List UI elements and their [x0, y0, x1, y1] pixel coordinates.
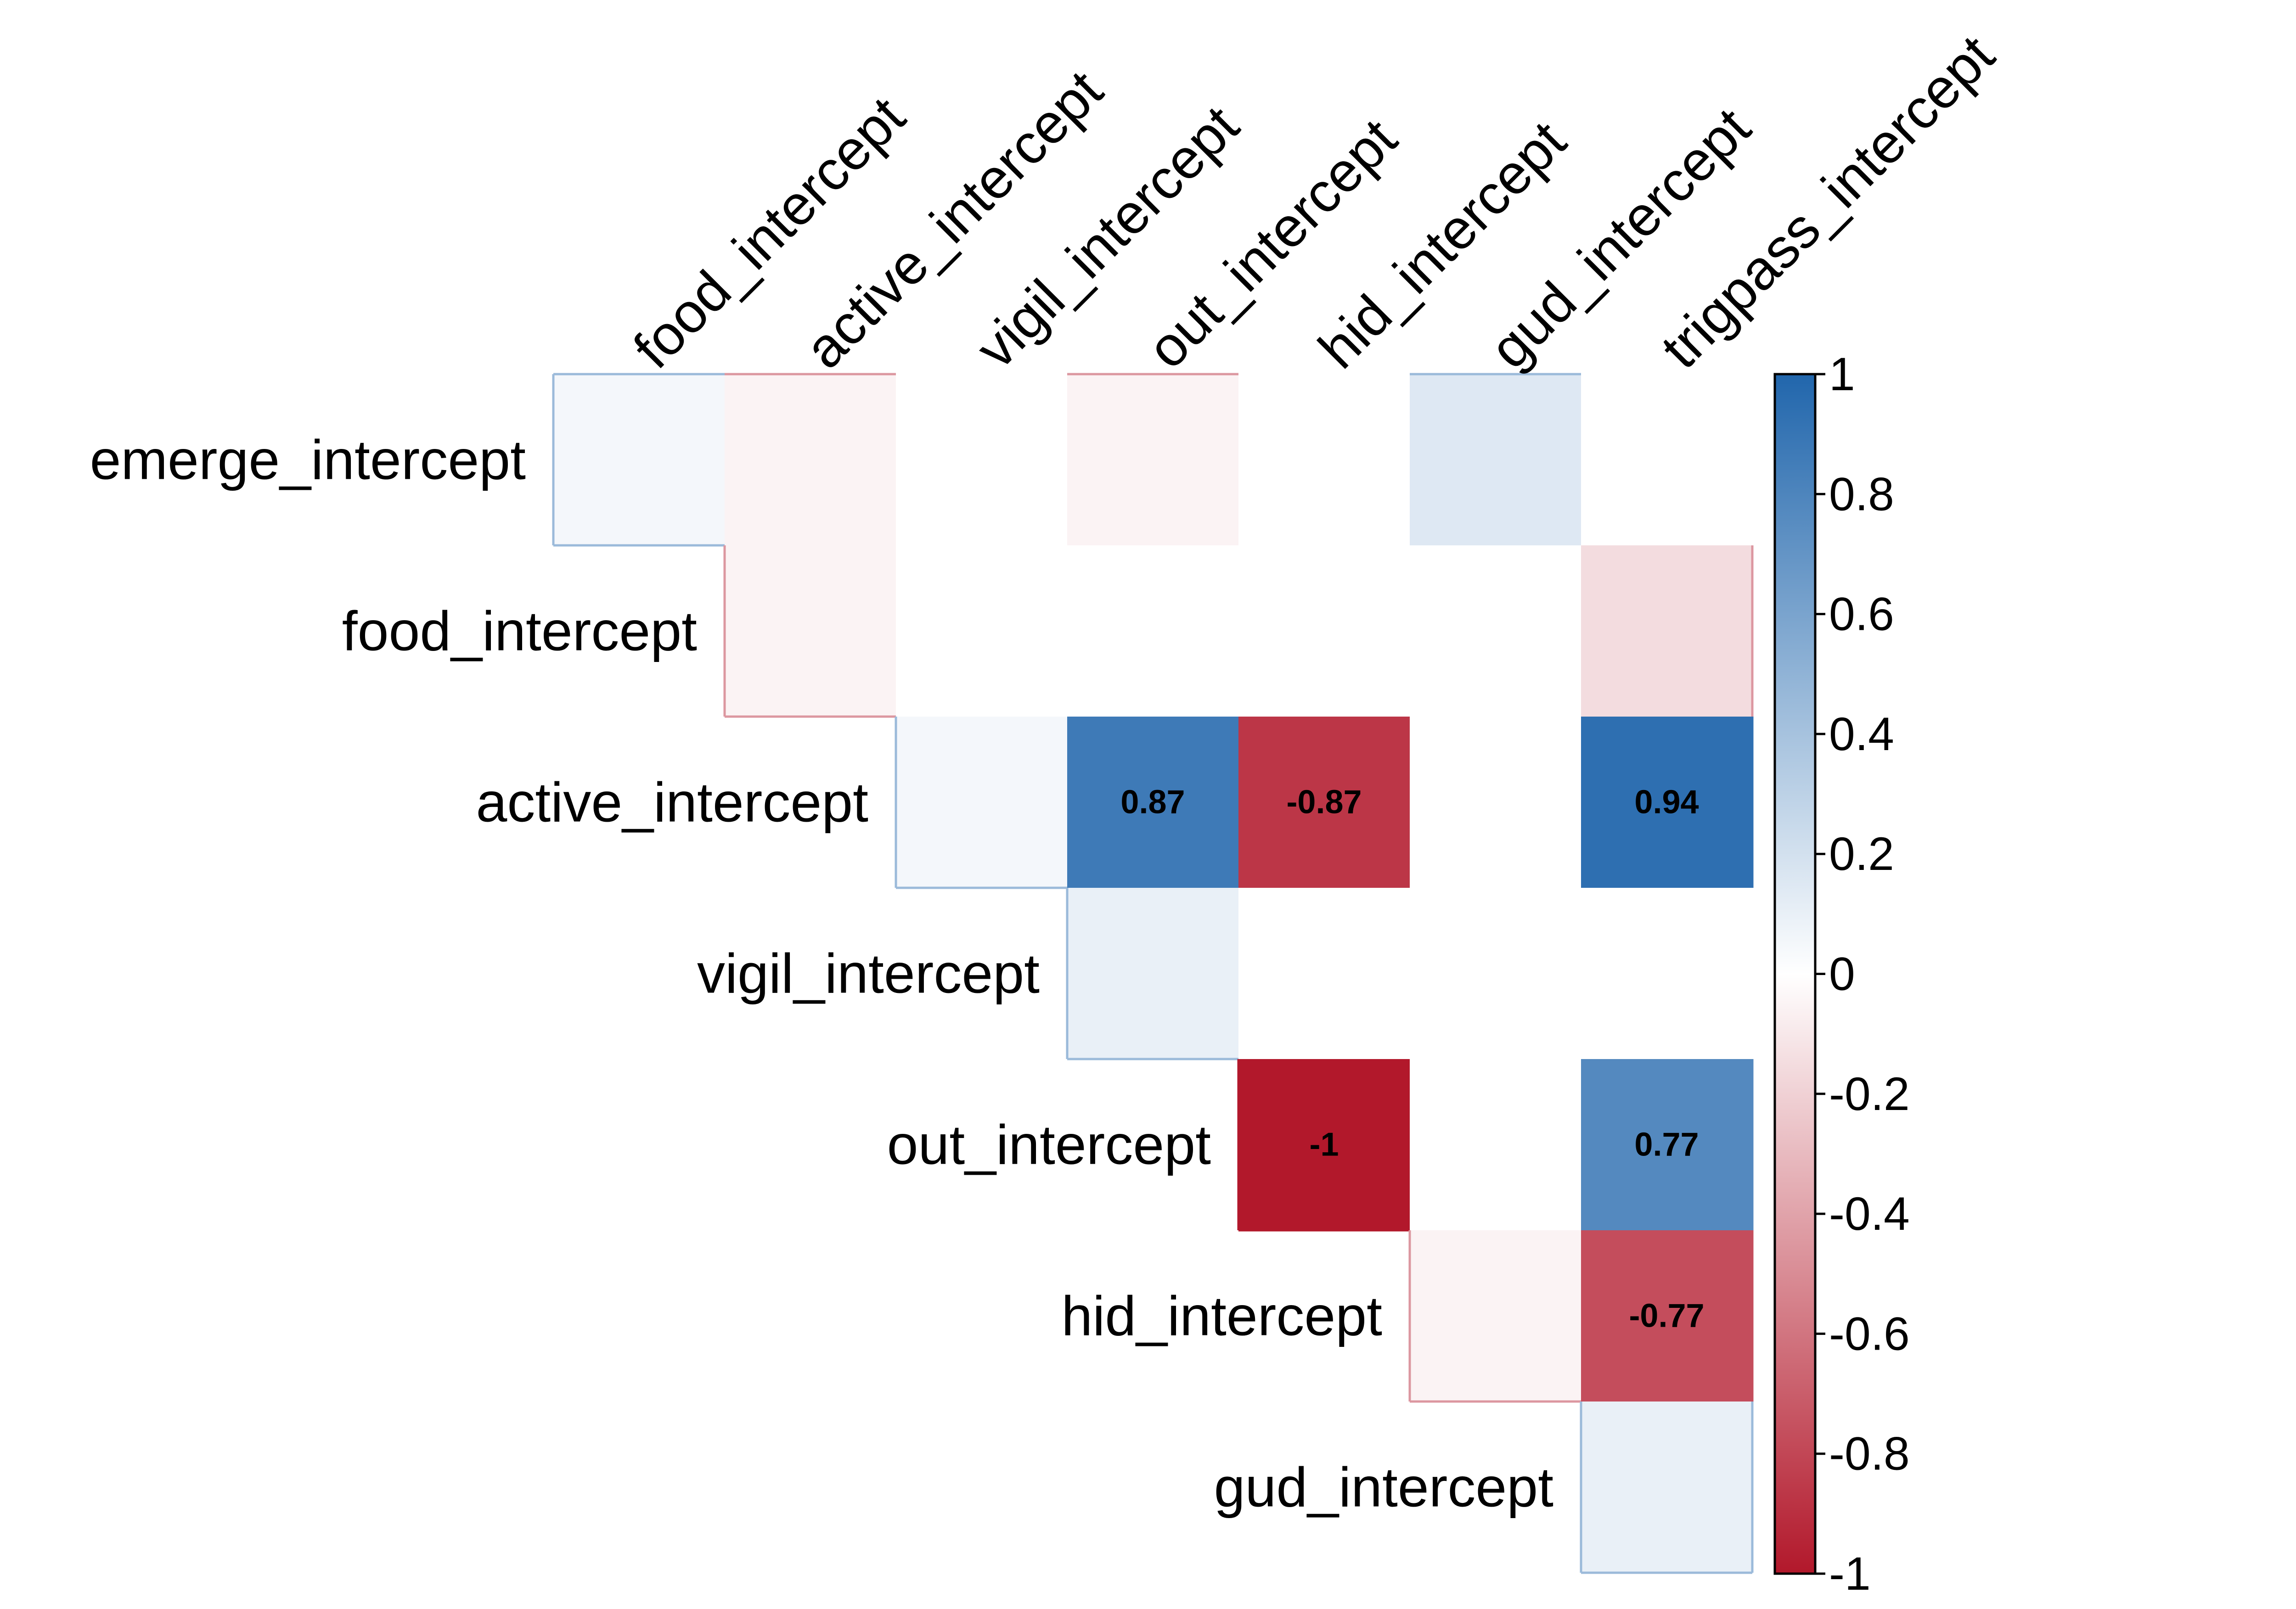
column-label: active_intercept: [793, 59, 1114, 380]
row-labels: emerge_intercept food_intercept active_int…: [90, 429, 1553, 1519]
heatmap-cell: [1581, 374, 1753, 546]
heatmap-cell: [1410, 717, 1581, 888]
heatmap-cell: [553, 374, 725, 546]
colorbar-gradient: [1773, 373, 1817, 1575]
heatmap-cell: [1238, 1059, 1410, 1231]
column-label: trigpass_intercept: [1649, 23, 2006, 380]
triangle-border: [552, 373, 1754, 1574]
heatmap-cell: [1410, 374, 1581, 546]
heatmap-cell: [1581, 545, 1753, 717]
heatmap-cell: [1581, 717, 1753, 888]
heatmap-cell: [1581, 1402, 1753, 1573]
colorbar-tick-label: -0.6: [1829, 1307, 1910, 1360]
cell-value-label: 0.94: [1634, 784, 1699, 821]
colorbar-tick-label: 1: [1829, 348, 1855, 400]
colorbar-tick-label: 0.8: [1829, 468, 1894, 520]
cell-value-labels: 0.87 -0.87 0.94 -1 0.77 -0.77: [1120, 784, 1704, 1334]
heatmap-cell: [725, 545, 896, 717]
row-label: vigil_intercept: [697, 942, 1040, 1005]
heatmap-cell: [1238, 888, 1410, 1060]
colorbar-tick-label: -0.2: [1829, 1068, 1910, 1120]
cell-value-label: -0.87: [1286, 784, 1362, 821]
heatmap-cells: [553, 374, 1753, 1573]
heatmap-cell: [1238, 374, 1410, 546]
heatmap-cell: [896, 717, 1068, 888]
heatmap-cell: [1238, 717, 1410, 888]
row-label: emerge_intercept: [90, 429, 526, 491]
cell-value-label: 0.87: [1120, 784, 1185, 821]
colorbar-tick-label: 0.2: [1829, 828, 1894, 880]
row-label: hid_intercept: [1061, 1285, 1382, 1347]
cell-value-label: 0.77: [1634, 1127, 1699, 1163]
heatmap-cell: [1581, 1059, 1753, 1231]
heatmap-cell: [1067, 717, 1239, 888]
heatmap-cell: [1067, 888, 1239, 1060]
cell-value-label: -1: [1309, 1127, 1339, 1163]
column-labels: food_interceptactive_interceptvigil_inte…: [621, 23, 2006, 380]
colorbar-tick-label: -0.8: [1829, 1428, 1910, 1480]
colorbar-tick-label: 0.4: [1829, 708, 1894, 760]
colorbar-tick-label: 0.6: [1829, 588, 1894, 640]
row-label: active_intercept: [476, 771, 868, 834]
heatmap-cell: [1581, 1230, 1753, 1402]
heatmap-cell: [1410, 1059, 1581, 1231]
row-label: gud_intercept: [1214, 1456, 1553, 1519]
heatmap-cell: [725, 374, 896, 546]
heatmap-cell: [1067, 545, 1239, 717]
row-label: food_intercept: [342, 600, 697, 662]
heatmap-cell: [896, 545, 1068, 717]
colorbar-tick-label: 0: [1829, 948, 1855, 1000]
heatmap-cell: [896, 374, 1068, 546]
heatmap-cell: [1238, 545, 1410, 717]
heatmap-cell: [1410, 888, 1581, 1060]
heatmap-cell: [1581, 888, 1753, 1060]
colorbar: 1 0.8 0.6 0.4 0.2 0 -0.2 -0.4 -0.6 -0.8 -1: [1773, 348, 1910, 1600]
heatmap-cell: [1410, 545, 1581, 717]
cell-value-label: -0.77: [1629, 1298, 1704, 1334]
heatmap-cell: [1067, 374, 1239, 546]
colorbar-tick-label: -0.4: [1829, 1188, 1910, 1240]
row-label: out_intercept: [887, 1114, 1211, 1176]
heatmap-cell: [1410, 1230, 1581, 1402]
colorbar-tick-label: -1: [1829, 1547, 1871, 1600]
